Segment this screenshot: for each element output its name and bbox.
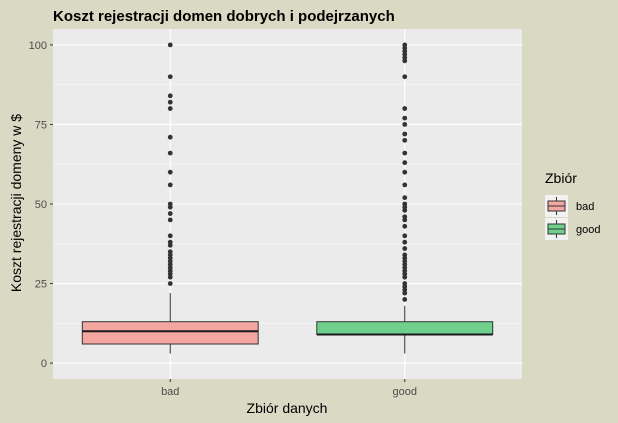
y-axis: 0 25 50 75 100 [29,40,53,370]
box [316,321,494,335]
legend-key-good [545,218,568,240]
boxplot-good [316,42,494,354]
outlier-point [402,169,408,175]
outlier-point [402,182,408,188]
outlier-point [167,106,173,111]
outlier-point [402,74,408,80]
outlier-point [167,42,173,48]
outlier-point [167,239,173,245]
outlier-point [402,281,408,286]
chart-title: Koszt rejestracji domen dobrych i podejr… [53,8,395,25]
outlier-point [167,211,173,216]
x-axis: bad good [161,379,417,398]
outlier-point [167,99,173,105]
outlier-point [167,249,173,255]
outlier-point [167,74,173,80]
legend-title: Zbiór [545,170,577,186]
y-tick-label: 100 [29,40,47,52]
outlier-point [402,239,408,245]
outlier-point [402,42,408,48]
outlier-point [402,122,408,127]
outlier-point [402,115,408,121]
box [81,321,259,345]
outlier-point [167,134,173,140]
outlier-point [402,246,408,251]
outlier-point [167,233,173,239]
y-tick-label: 75 [35,119,47,131]
outlier-point [402,150,408,156]
outlier-point [402,160,408,166]
outlier-point [167,182,173,188]
outlier-point [402,214,408,220]
outlier-point [167,217,173,223]
outlier-point [402,195,408,201]
x-tick-label: good [393,386,417,398]
outlier-point [167,169,173,175]
boxplot-bad [81,42,259,354]
x-tick-label: bad [161,386,179,398]
outlier-point [167,93,173,99]
outlier-point [402,233,408,239]
outlier-point [402,252,408,258]
outlier-point [402,131,408,137]
y-tick-label: 25 [35,279,47,291]
outlier-point [402,106,408,111]
boxplots [81,42,494,354]
outlier-point [167,201,173,207]
legend: Zbiór bad good [545,170,600,240]
outlier-point [167,150,173,156]
y-tick-label: 0 [41,358,47,370]
outlier-point [402,137,408,143]
outlier-point [167,281,173,286]
outlier-point [402,201,408,207]
outlier-point [402,297,408,302]
x-axis-title: Zbiór danych [247,400,328,416]
legend-label: good [576,224,600,236]
legend-label: bad [576,201,594,213]
y-axis-title: Koszt rejestracji domeny w $ [8,114,24,292]
y-tick-label: 50 [35,199,47,211]
outlier-point [402,223,408,229]
legend-key-bad [545,195,568,217]
